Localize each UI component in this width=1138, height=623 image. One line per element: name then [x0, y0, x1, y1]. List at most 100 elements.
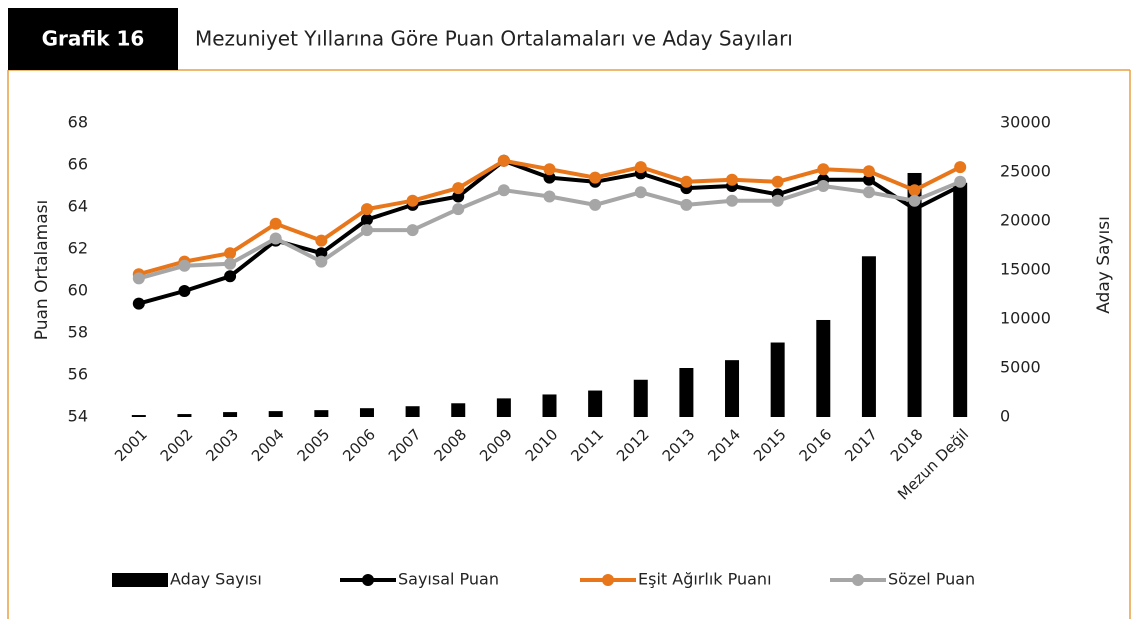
- x-tick-label: 2015: [750, 425, 790, 465]
- marker: [497, 184, 510, 197]
- y-tick-label: 60: [68, 281, 88, 300]
- bar: [907, 172, 922, 417]
- x-tick-label: 2010: [522, 425, 562, 465]
- marker: [224, 257, 237, 270]
- marker: [132, 272, 145, 285]
- marker: [771, 175, 784, 188]
- marker: [771, 194, 784, 207]
- x-tick-label: 2004: [248, 425, 288, 465]
- marker: [908, 203, 921, 216]
- marker: [224, 247, 237, 260]
- marker: [360, 213, 373, 226]
- bar: [542, 394, 557, 417]
- legend-label: Sözel Puan: [888, 570, 975, 589]
- x-tick-label: 2003: [202, 425, 242, 465]
- legend-marker: [362, 574, 374, 586]
- marker: [817, 180, 830, 192]
- y-tick-label: 68: [68, 113, 88, 132]
- marker: [269, 217, 282, 230]
- marker: [406, 224, 419, 237]
- legend-label: Aday Sayısı: [170, 570, 262, 589]
- marker: [452, 182, 465, 195]
- y2-axis-title: Aday Sayısı: [1094, 216, 1114, 314]
- marker: [406, 194, 419, 207]
- x-tick-label: 2007: [385, 425, 425, 465]
- y-tick-label: 62: [68, 239, 88, 258]
- marker: [954, 175, 967, 188]
- y-axis-title: Puan Ortalaması: [32, 200, 52, 340]
- marker: [315, 247, 328, 260]
- marker: [908, 194, 921, 207]
- marker: [178, 259, 191, 272]
- bar: [816, 319, 831, 417]
- bar: [131, 415, 146, 417]
- bar: [633, 379, 648, 417]
- x-tick-label: 2012: [613, 425, 653, 465]
- x-tick-label: 2016: [796, 425, 836, 465]
- y-tick-label: 64: [68, 197, 88, 216]
- bar: [177, 414, 192, 417]
- marker: [862, 186, 875, 199]
- marker: [634, 161, 647, 174]
- bar: [405, 406, 420, 417]
- marker: [315, 234, 328, 247]
- marker: [589, 198, 602, 211]
- bar: [953, 182, 968, 417]
- x-tick-label: 2017: [841, 425, 881, 465]
- y2-tick-label: 20000: [1000, 211, 1051, 230]
- y2-tick-label: 25000: [1000, 162, 1051, 181]
- x-tick-label: 2009: [476, 425, 516, 465]
- marker: [224, 270, 237, 283]
- x-tick-label: 2014: [704, 425, 744, 465]
- marker: [497, 154, 510, 167]
- bar: [725, 360, 740, 417]
- y-tick-label: 56: [68, 365, 88, 384]
- marker: [132, 297, 145, 310]
- bar: [770, 342, 785, 417]
- legend-marker: [602, 574, 614, 586]
- label-box: [8, 8, 178, 70]
- marker: [908, 184, 921, 197]
- y-tick-label: 66: [68, 155, 88, 174]
- bar: [679, 368, 694, 417]
- legend-marker: [852, 574, 864, 586]
- x-tick-label: 2008: [431, 425, 471, 465]
- figure-label: Grafik 16: [42, 27, 145, 51]
- marker: [726, 194, 739, 207]
- bar: [314, 410, 329, 417]
- marker: [589, 171, 602, 184]
- bar: [359, 408, 374, 417]
- bar: [223, 412, 238, 417]
- x-tick-label: 2011: [567, 425, 607, 465]
- legend-label: Eşit Ağırlık Puanı: [638, 570, 772, 589]
- marker: [862, 173, 875, 186]
- marker: [862, 165, 875, 178]
- y-tick-label: 58: [68, 323, 88, 342]
- marker: [452, 203, 465, 216]
- legend-swatch: [112, 573, 168, 587]
- x-tick-label: 2001: [111, 425, 151, 465]
- marker: [452, 190, 465, 203]
- marker: [360, 224, 373, 237]
- marker: [680, 175, 693, 188]
- y-tick-label: 54: [68, 407, 88, 426]
- y2-tick-label: 5000: [1000, 358, 1041, 377]
- x-tick-label: 2018: [887, 425, 927, 465]
- legend-label: Sayısal Puan: [398, 570, 499, 589]
- marker: [954, 161, 967, 174]
- bar: [451, 403, 466, 417]
- marker: [178, 285, 191, 297]
- x-tick-label: 2006: [339, 425, 379, 465]
- bar: [496, 398, 511, 417]
- x-tick-label: 2002: [157, 425, 197, 465]
- marker: [543, 171, 556, 184]
- marker: [360, 203, 373, 216]
- x-tick-label: 2013: [659, 425, 699, 465]
- bar: [861, 256, 876, 417]
- marker: [315, 255, 328, 268]
- marker: [269, 232, 282, 245]
- marker: [543, 163, 556, 176]
- x-tick-label: 2005: [294, 425, 334, 465]
- marker: [680, 198, 693, 211]
